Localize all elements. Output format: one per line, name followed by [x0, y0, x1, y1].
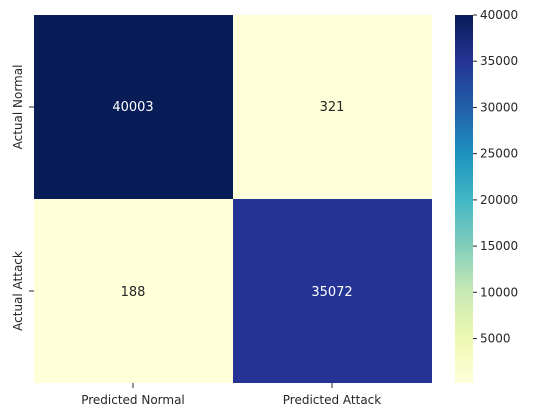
y-tick-label: Actual Attack	[11, 251, 25, 331]
cell-actual-normal-predicted-normal	[34, 15, 233, 199]
colorbar-tick-label: 15000	[480, 239, 518, 253]
cell-value-label: 40003	[112, 100, 153, 115]
colorbar-tick-label: 10000	[480, 285, 518, 299]
colorbar-tick-label: 25000	[480, 147, 518, 161]
colorbar-tick-label: 40000	[480, 8, 518, 22]
cell-value-label: 35072	[311, 285, 352, 300]
colorbar-tick-label: 35000	[480, 54, 518, 68]
colorbar-ticks: 5000 10000 15000 20000 25000 30000 35000 40000	[473, 8, 518, 346]
cell-value-label: 321	[320, 100, 345, 115]
cell-actual-normal-predicted-attack	[233, 15, 432, 199]
x-tick-label: Predicted Normal	[81, 393, 185, 407]
x-axis: Predicted Normal Predicted Attack	[81, 383, 381, 407]
heatmap-cells	[34, 15, 432, 383]
cell-actual-attack-predicted-attack	[233, 199, 432, 383]
cell-value-labels: 40003 321 188 35072	[112, 100, 352, 300]
cell-value-label: 188	[121, 285, 146, 300]
colorbar-tick-label: 30000	[480, 100, 518, 114]
cell-actual-attack-predicted-normal	[34, 199, 233, 383]
x-tick-label: Predicted Attack	[283, 393, 382, 407]
colorbar-tick-label: 5000	[480, 332, 511, 346]
y-tick-label: Actual Normal	[11, 65, 25, 150]
colorbar-gradient	[455, 15, 473, 383]
colorbar-tick-label: 20000	[480, 193, 518, 207]
y-axis: Actual Normal Actual Attack	[11, 65, 34, 331]
colorbar: 5000 10000 15000 20000 25000 30000 35000 40000	[455, 8, 518, 383]
